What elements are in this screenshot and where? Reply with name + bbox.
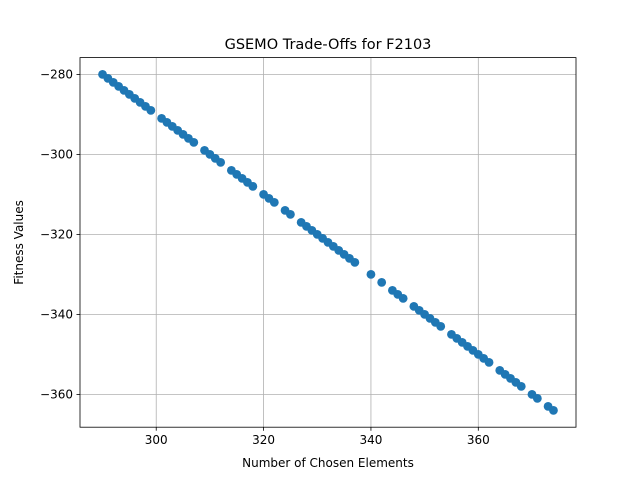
x-tick-label: 300 (145, 433, 168, 447)
x-tick-label: 320 (252, 433, 275, 447)
data-point (532, 394, 542, 403)
data-point (269, 198, 279, 207)
data-point (146, 106, 156, 115)
chart-title: GSEMO Trade-Offs for F2103 (225, 37, 432, 53)
x-axis-title: Number of Chosen Elements (242, 456, 414, 470)
data-points (98, 70, 558, 415)
grid (80, 57, 576, 428)
y-tick-label: −300 (40, 148, 73, 162)
plot-frame (79, 57, 577, 428)
data-point (286, 210, 295, 219)
y-axis-title: Fitness Values (12, 200, 26, 285)
data-point (216, 158, 226, 167)
data-point (377, 278, 387, 287)
data-point (398, 294, 408, 303)
data-point (350, 258, 360, 267)
data-point (549, 406, 558, 415)
y-tick-label: −280 (40, 68, 73, 82)
y-ticks: −280 −300 −320 −340 −360 (40, 68, 80, 402)
data-point (484, 358, 494, 367)
data-point (516, 382, 526, 391)
y-tick-label: −340 (40, 308, 73, 322)
data-point (189, 138, 199, 147)
x-tick-label: 340 (359, 433, 382, 447)
data-point (366, 270, 376, 279)
x-tick-label: 360 (467, 433, 490, 447)
x-ticks: 300 320 340 360 (145, 427, 490, 447)
data-point (248, 182, 258, 191)
y-tick-label: −360 (40, 388, 73, 402)
data-point (436, 322, 446, 331)
y-tick-label: −320 (40, 228, 73, 242)
